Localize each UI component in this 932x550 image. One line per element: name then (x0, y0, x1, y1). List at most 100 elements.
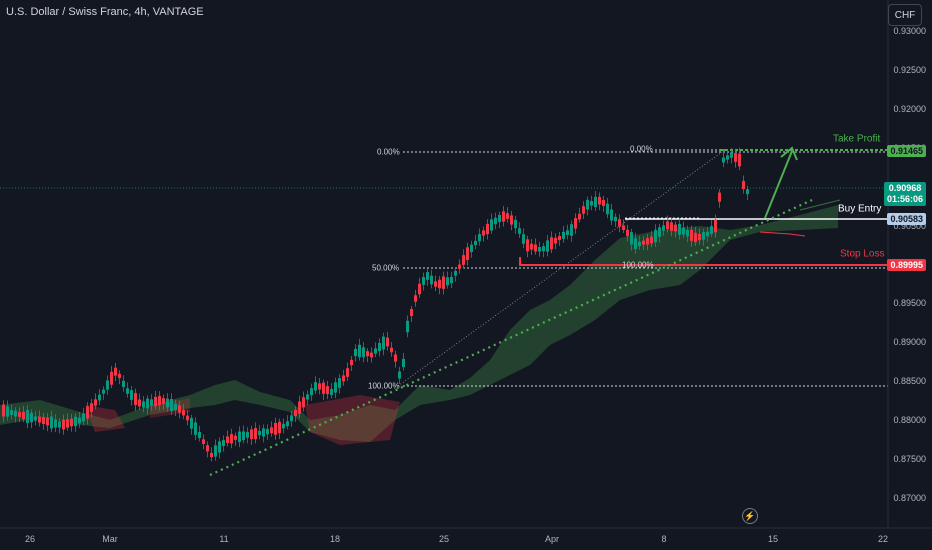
take-profit-price-tag: 0.91465 (887, 145, 926, 157)
time-tick: Apr (544, 534, 560, 544)
candle-body (562, 231, 565, 239)
candle-body (418, 283, 421, 295)
candle-body (518, 228, 521, 234)
candle-body (498, 214, 501, 223)
candle-body (150, 399, 153, 406)
candle-body (138, 399, 141, 407)
candle-body (682, 227, 685, 235)
candle-body (54, 419, 57, 428)
candle-body (274, 422, 277, 435)
candle-body (226, 436, 229, 444)
candle-body (306, 394, 309, 400)
fib-left-50-label: 50.00% (372, 263, 400, 273)
candle-body (154, 396, 157, 407)
time-tick: 8 (661, 534, 667, 544)
candle-body (718, 192, 721, 202)
current-price: 0.90968 (888, 183, 922, 193)
candle-body (66, 419, 69, 428)
candle-body (238, 431, 241, 443)
fib-right-100-label: 100.00% (622, 260, 654, 270)
candle-body (202, 439, 205, 445)
candle-body (346, 368, 349, 377)
candle-body (710, 226, 713, 234)
support-trendline (209, 198, 813, 477)
candle-body (166, 398, 169, 408)
candle-body (582, 206, 585, 214)
fib-left-100-label: 100.00% (368, 381, 400, 391)
candle-body (10, 410, 13, 415)
candle-body (174, 403, 177, 411)
currency-button[interactable]: CHF (888, 4, 922, 26)
candle-body (78, 417, 81, 424)
candle-body (294, 409, 297, 417)
candle-body (542, 246, 545, 252)
candle-body (658, 227, 661, 237)
candle-body (474, 240, 477, 246)
candle-body (242, 431, 245, 441)
candle-body (470, 244, 473, 252)
candle-body (270, 427, 273, 434)
buy-entry-label: Buy Entry (838, 203, 882, 215)
price-tick: 0.87000 (893, 492, 926, 503)
candle-body (310, 388, 313, 396)
candle-body (678, 223, 681, 235)
price-tick: 0.93000 (893, 26, 926, 36)
candle-body (738, 153, 741, 167)
candle-body (734, 153, 737, 162)
candle-body (646, 238, 649, 245)
candle-body (554, 237, 557, 244)
current-price-tag: 0.90968 01:56:06 (883, 182, 926, 206)
candle-body (394, 354, 397, 362)
candle-body (42, 416, 45, 425)
candle-body (598, 196, 601, 205)
candle-body (290, 415, 293, 422)
price-tick: 0.90500 (893, 220, 926, 231)
candle-body (114, 367, 117, 376)
candle-body (62, 419, 65, 430)
candle-body (162, 398, 165, 404)
candle-body (722, 157, 725, 163)
candle-body (6, 406, 9, 417)
price-tick: 0.89500 (893, 298, 926, 309)
candle-body (530, 243, 533, 250)
candle-body (322, 382, 325, 394)
candle-body (462, 255, 465, 265)
candle-body (690, 229, 693, 241)
candle-body (558, 235, 561, 241)
candle-body (578, 213, 581, 220)
candle-body (626, 229, 629, 237)
candle-body (30, 412, 33, 423)
candle-body (602, 200, 605, 206)
price-tick: 0.88500 (893, 376, 926, 387)
candle-body (266, 428, 269, 435)
symbol-title[interactable]: U.S. Dollar / Swiss Franc, 4h, VANTAGE (6, 6, 204, 18)
candle-body (342, 375, 345, 382)
lightning-icon[interactable]: ⚡ (742, 508, 758, 524)
candle-body (194, 422, 197, 435)
price-tick: 0.92500 (893, 64, 926, 75)
fib-right-0-label: 0.00% (630, 144, 653, 154)
candle-body (230, 434, 233, 444)
ichimoku-line (759, 231, 806, 237)
ichimoku-cloud-bear (85, 405, 125, 432)
ichimoku-cloud-bear (305, 395, 400, 445)
time-axis[interactable]: 26 Mar 11 18 25 Apr 8 15 22 (0, 528, 888, 550)
candle-body (402, 358, 405, 368)
candle-body (378, 342, 381, 352)
candle-body (458, 264, 461, 269)
candle-body (222, 440, 225, 446)
candle-body (694, 232, 697, 243)
candle-body (642, 240, 645, 245)
candle-body (186, 415, 189, 421)
candle-body (326, 386, 329, 395)
candle-body (670, 222, 673, 231)
candle-body (662, 225, 665, 231)
candle-body (182, 409, 185, 416)
candle-body (634, 238, 637, 250)
candle-body (570, 224, 573, 236)
ichimoku-cloud (0, 205, 838, 442)
candle-body (370, 352, 373, 358)
candle-body (654, 229, 657, 243)
